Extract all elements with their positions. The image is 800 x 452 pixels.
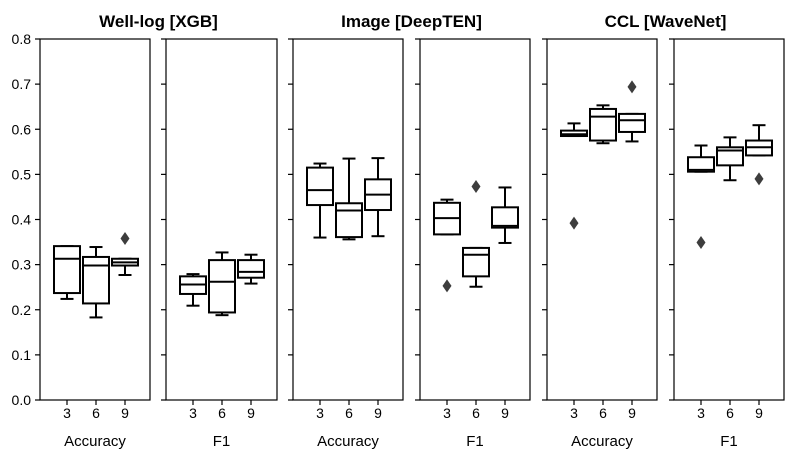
x-tick-label: 9	[755, 405, 763, 421]
box	[82, 255, 110, 305]
box	[716, 146, 744, 167]
x-tick-label: 6	[472, 405, 480, 421]
x-axis-label: F1	[466, 433, 484, 450]
x-axis-label: F1	[213, 433, 231, 450]
box	[491, 206, 519, 229]
panel: 3 6 9 F1	[669, 38, 785, 450]
box	[208, 259, 236, 314]
y-tick-label: 0.2	[12, 302, 32, 318]
group-titles: Well-log [XGB] Image [DeepTEN] CCL [WaveNe…	[99, 12, 726, 31]
x-tick-label: 3	[316, 405, 324, 421]
box	[306, 166, 334, 207]
x-tick-label: 9	[121, 405, 129, 421]
y-tick-label: 0.1	[12, 347, 32, 363]
panel-frame	[673, 38, 785, 401]
outlier-point	[120, 231, 130, 245]
x-axis-label: F1	[720, 433, 738, 450]
outlier-point	[696, 236, 706, 250]
outlier-point	[754, 172, 764, 186]
x-tick-label: 6	[218, 405, 226, 421]
x-tick-label: 9	[501, 405, 509, 421]
y-tick-label: 0.8	[12, 31, 32, 47]
outlier-point	[442, 279, 452, 293]
x-axis-label: Accuracy	[64, 433, 126, 450]
panel: 3 6 9 Accuracy	[39, 38, 151, 450]
box	[618, 112, 646, 133]
box	[462, 246, 490, 278]
panel-frame	[39, 38, 151, 401]
outlier-point	[471, 180, 481, 194]
x-tick-label: 6	[726, 405, 734, 421]
group-title: Image [DeepTEN]	[341, 12, 482, 31]
y-tick-label: 0.5	[12, 166, 32, 182]
x-tick-label: 6	[599, 405, 607, 421]
panel: 3 6 9 F1	[415, 38, 531, 450]
group-title: CCL [WaveNet]	[605, 12, 727, 31]
panel: 3 6 9 F1	[161, 38, 278, 450]
y-tick-label: 0.3	[12, 257, 32, 273]
y-tick-label: 0.4	[12, 212, 32, 228]
x-tick-label: 9	[247, 405, 255, 421]
box	[237, 259, 265, 279]
x-tick-label: 3	[570, 405, 578, 421]
box	[53, 245, 81, 295]
outlier-point	[627, 80, 637, 94]
x-tick-label: 9	[628, 405, 636, 421]
x-axis-label: Accuracy	[571, 433, 633, 450]
group-title: Well-log [XGB]	[99, 12, 218, 31]
panels: 3 6 9 Accuracy 3 6 9 F1 3 6 9 Accuracy 3 6 9 F1 3 6 9 Accur…	[39, 38, 785, 450]
y-tick-label: 0.7	[12, 76, 32, 92]
y-tick-label: 0.0	[12, 392, 32, 408]
panel: 3 6 9 Accuracy	[542, 38, 658, 450]
box	[589, 107, 617, 142]
outlier-point	[569, 216, 579, 230]
y-tick-label: 0.6	[12, 121, 32, 137]
panel-frame	[546, 38, 658, 401]
x-tick-label: 3	[443, 405, 451, 421]
box	[335, 202, 363, 239]
x-tick-label: 6	[92, 405, 100, 421]
x-tick-label: 3	[63, 405, 71, 421]
panel: 3 6 9 Accuracy	[288, 38, 404, 450]
panel-frame	[165, 38, 278, 401]
x-tick-label: 3	[697, 405, 705, 421]
x-tick-label: 3	[189, 405, 197, 421]
y-axis: 0.0 0.1 0.2 0.3 0.4 0.5 0.6 0.7 0.8	[12, 31, 40, 408]
x-tick-label: 6	[345, 405, 353, 421]
box	[687, 156, 715, 173]
x-tick-label: 9	[374, 405, 382, 421]
x-axis-label: Accuracy	[317, 433, 379, 450]
